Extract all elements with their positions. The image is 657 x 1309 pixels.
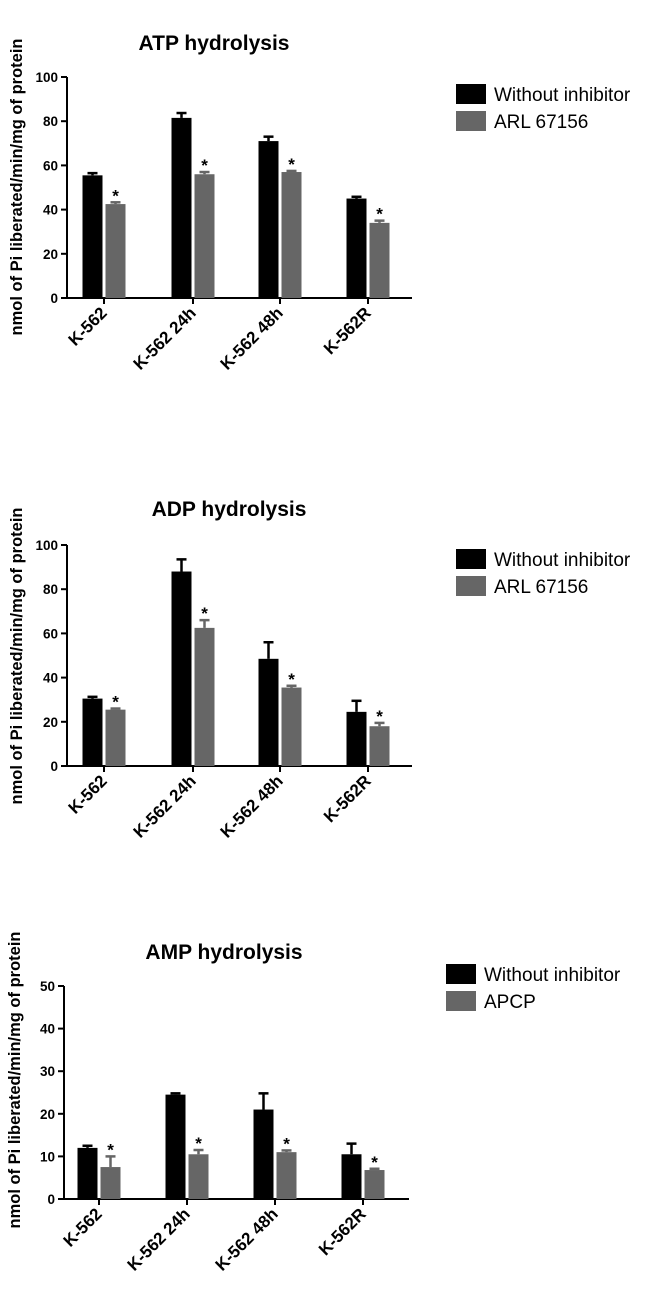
bar-inhibitor bbox=[369, 726, 390, 766]
significance-marker: * bbox=[112, 693, 119, 712]
y-tick-label: 10 bbox=[40, 1149, 55, 1164]
x-tick-label: K-562 24h bbox=[130, 771, 200, 841]
bar-inhibitor bbox=[281, 687, 302, 766]
bar-without-inhibitor bbox=[171, 571, 192, 766]
legend-swatch bbox=[456, 549, 486, 569]
y-tick-label: 100 bbox=[35, 538, 58, 553]
significance-marker: * bbox=[283, 1134, 290, 1153]
x-tick-label: K-562 bbox=[60, 1204, 106, 1250]
significance-marker: * bbox=[201, 604, 208, 623]
x-tick-label: K-562 bbox=[65, 771, 111, 817]
x-tick-label: K-562 48h bbox=[212, 1204, 282, 1274]
x-tick-label: K-562 48h bbox=[217, 303, 287, 373]
x-tick-label: K-562R bbox=[320, 303, 375, 358]
y-tick-label: 30 bbox=[40, 1064, 55, 1079]
x-tick-label: K-562 bbox=[65, 303, 111, 349]
legend-swatch bbox=[446, 991, 476, 1011]
bar-without-inhibitor bbox=[77, 1147, 98, 1199]
y-tick-label: 80 bbox=[43, 114, 58, 129]
x-tick-label: K-562 48h bbox=[217, 771, 287, 841]
x-tick-label: K-562R bbox=[315, 1204, 370, 1259]
legend-label: ARL 67156 bbox=[494, 577, 588, 598]
x-tick-label: K-562 24h bbox=[124, 1204, 194, 1274]
legend-label: Without inhibitor bbox=[494, 550, 631, 571]
y-tick-label: 100 bbox=[35, 70, 58, 85]
chart-title: AMP hydrolysis bbox=[145, 941, 302, 964]
y-axis-label: nmol of Pi liberated/min/mg of protein bbox=[6, 931, 24, 1228]
y-axis-label: nmol of Pi liberated/min/mg of protein bbox=[8, 38, 26, 335]
bar-inhibitor bbox=[188, 1154, 209, 1199]
bar-without-inhibitor bbox=[258, 141, 279, 298]
y-tick-label: 0 bbox=[50, 291, 58, 306]
significance-marker: * bbox=[195, 1134, 202, 1153]
y-axis-label: nmol of Pi liberated/min/mg of protein bbox=[8, 507, 26, 804]
significance-marker: * bbox=[112, 186, 119, 205]
legend-swatch bbox=[456, 84, 486, 104]
significance-marker: * bbox=[107, 1140, 114, 1159]
legend-label: APCP bbox=[484, 992, 536, 1013]
y-tick-label: 60 bbox=[43, 626, 58, 641]
significance-marker: * bbox=[376, 205, 383, 224]
bar-without-inhibitor bbox=[165, 1094, 186, 1199]
x-tick-label: K-562R bbox=[320, 771, 375, 826]
chart-title: ADP hydrolysis bbox=[152, 498, 307, 521]
y-tick-label: 0 bbox=[47, 1192, 55, 1207]
y-tick-label: 20 bbox=[43, 247, 58, 262]
legend-label: Without inhibitor bbox=[494, 85, 631, 106]
legend-swatch bbox=[456, 111, 486, 131]
bar-inhibitor bbox=[105, 204, 126, 298]
bar-without-inhibitor bbox=[258, 658, 279, 766]
y-tick-label: 60 bbox=[43, 158, 58, 173]
y-tick-label: 20 bbox=[40, 1107, 55, 1122]
bar-inhibitor bbox=[105, 709, 126, 766]
bar-inhibitor bbox=[276, 1152, 297, 1199]
bar-without-inhibitor bbox=[253, 1109, 274, 1199]
bar-without-inhibitor bbox=[346, 198, 367, 298]
y-tick-label: 0 bbox=[50, 759, 58, 774]
legend-swatch bbox=[456, 576, 486, 596]
legend-label: Without inhibitor bbox=[484, 965, 621, 986]
bar-inhibitor bbox=[100, 1167, 121, 1199]
x-tick-label: K-562 24h bbox=[130, 303, 200, 373]
legend-label: ARL 67156 bbox=[494, 112, 588, 133]
bar-inhibitor bbox=[364, 1170, 385, 1199]
y-tick-label: 20 bbox=[43, 715, 58, 730]
bar-without-inhibitor bbox=[82, 698, 103, 766]
bar-without-inhibitor bbox=[341, 1154, 362, 1199]
significance-marker: * bbox=[288, 155, 295, 174]
chart-title: ATP hydrolysis bbox=[139, 32, 290, 55]
significance-marker: * bbox=[376, 707, 383, 726]
y-tick-label: 40 bbox=[43, 203, 58, 218]
bar-without-inhibitor bbox=[346, 711, 367, 766]
legend-swatch bbox=[446, 964, 476, 984]
bar-inhibitor bbox=[369, 222, 390, 298]
bar-without-inhibitor bbox=[82, 175, 103, 298]
y-tick-label: 80 bbox=[43, 582, 58, 597]
bar-without-inhibitor bbox=[171, 117, 192, 298]
significance-marker: * bbox=[201, 156, 208, 175]
y-tick-label: 50 bbox=[40, 979, 55, 994]
significance-marker: * bbox=[371, 1153, 378, 1172]
significance-marker: * bbox=[288, 670, 295, 689]
bar-inhibitor bbox=[194, 174, 215, 298]
y-tick-label: 40 bbox=[43, 671, 58, 686]
bar-inhibitor bbox=[281, 172, 302, 298]
bar-inhibitor bbox=[194, 627, 215, 766]
y-tick-label: 40 bbox=[40, 1022, 55, 1037]
